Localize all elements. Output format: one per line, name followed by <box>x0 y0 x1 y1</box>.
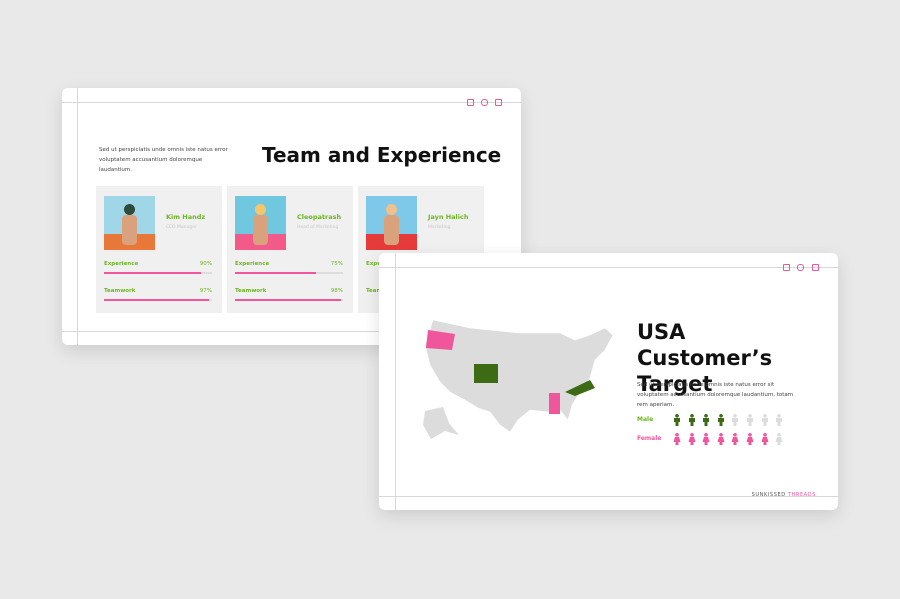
social-icon[interactable] <box>467 99 474 106</box>
person-icon <box>688 433 696 445</box>
slide-title: USA Customer’s Target <box>637 320 773 396</box>
person-icon <box>674 414 680 426</box>
person-icon <box>717 414 724 426</box>
photo-shape <box>255 204 266 215</box>
social-icon[interactable] <box>783 264 790 271</box>
skill-name: Teamwork <box>235 288 267 294</box>
usa-map <box>423 319 614 439</box>
group-label: Male <box>637 416 654 423</box>
person-icon <box>746 433 754 445</box>
social-icon[interactable] <box>797 264 804 271</box>
member-card: Cleopatrash Head of Marketing Experience 75… <box>227 186 353 313</box>
skill-bar <box>104 299 209 301</box>
person-icon <box>702 433 710 445</box>
photo-shape <box>122 215 137 245</box>
member-photo <box>235 196 286 250</box>
skill-track <box>104 272 212 274</box>
skill-name: Teamwork <box>104 288 136 294</box>
member-name: Cleopatrash <box>297 213 342 221</box>
photo-shape <box>384 215 399 245</box>
oregon <box>426 330 455 350</box>
north-carolina <box>565 380 595 396</box>
target-slide: USA Customer’s Target Sed ut perspiciati… <box>379 253 838 510</box>
social-icon[interactable] <box>481 99 488 106</box>
skill-name: Experience <box>235 261 270 267</box>
member-role: Marketing <box>428 225 451 230</box>
slide-title: Team and Experience <box>262 143 502 167</box>
person-icon <box>717 433 725 445</box>
photo-shape <box>253 215 268 245</box>
skill-percent: 90% <box>199 261 212 267</box>
brand-word: SUNKISSED <box>751 492 786 498</box>
skill-percent: 97% <box>199 288 212 294</box>
person-icon <box>776 414 783 426</box>
person-icon <box>688 414 695 426</box>
photo-shape <box>124 204 135 215</box>
skill-name: Experience <box>104 261 139 267</box>
colorado <box>474 364 498 383</box>
usa-outline <box>424 319 614 433</box>
person-icon <box>732 414 739 426</box>
social-icon[interactable] <box>495 99 502 106</box>
person-icon <box>703 414 710 426</box>
person-icon <box>775 433 783 445</box>
group-label: Female <box>637 435 662 442</box>
member-photo <box>104 196 155 250</box>
guide-line <box>395 253 396 510</box>
skill-bar <box>235 299 341 301</box>
member-role: CEO Manager <box>166 225 197 230</box>
skill-track <box>235 272 343 274</box>
photo-shape <box>386 204 397 215</box>
member-photo <box>366 196 417 250</box>
member-role: Head of Marketing <box>297 225 339 230</box>
member-name: Kim Handz <box>166 213 206 221</box>
guide-line <box>62 331 521 332</box>
person-icon <box>673 433 681 445</box>
person-icon <box>761 414 768 426</box>
brand-word: THREADS <box>787 492 816 498</box>
skill-percent: 75% <box>330 261 343 267</box>
brand: SUNKISSED THREADS <box>752 492 816 498</box>
person-icon <box>747 414 753 426</box>
skill-track <box>104 299 212 301</box>
guide-line <box>62 102 521 103</box>
alabama <box>549 393 560 414</box>
guide-line <box>379 267 838 268</box>
intro-text: Sed ut perspiciatis unde omnis iste natu… <box>637 382 794 408</box>
person-icon <box>731 433 739 445</box>
guide-line <box>77 88 78 345</box>
member-name: Jayn Halich <box>428 213 469 221</box>
skill-bar <box>104 272 202 274</box>
person-icon <box>761 433 769 445</box>
social-icon[interactable] <box>812 264 819 271</box>
guide-line <box>379 496 838 497</box>
member-card: Kim Handz CEO Manager Experience 90% Teamwor… <box>96 186 222 313</box>
skill-track <box>235 299 343 301</box>
skill-bar <box>235 272 316 274</box>
skill-percent: 98% <box>330 288 343 294</box>
intro-text: Sed ut perspiciatis unde omnis iste natu… <box>99 147 228 173</box>
alaska <box>423 407 459 439</box>
